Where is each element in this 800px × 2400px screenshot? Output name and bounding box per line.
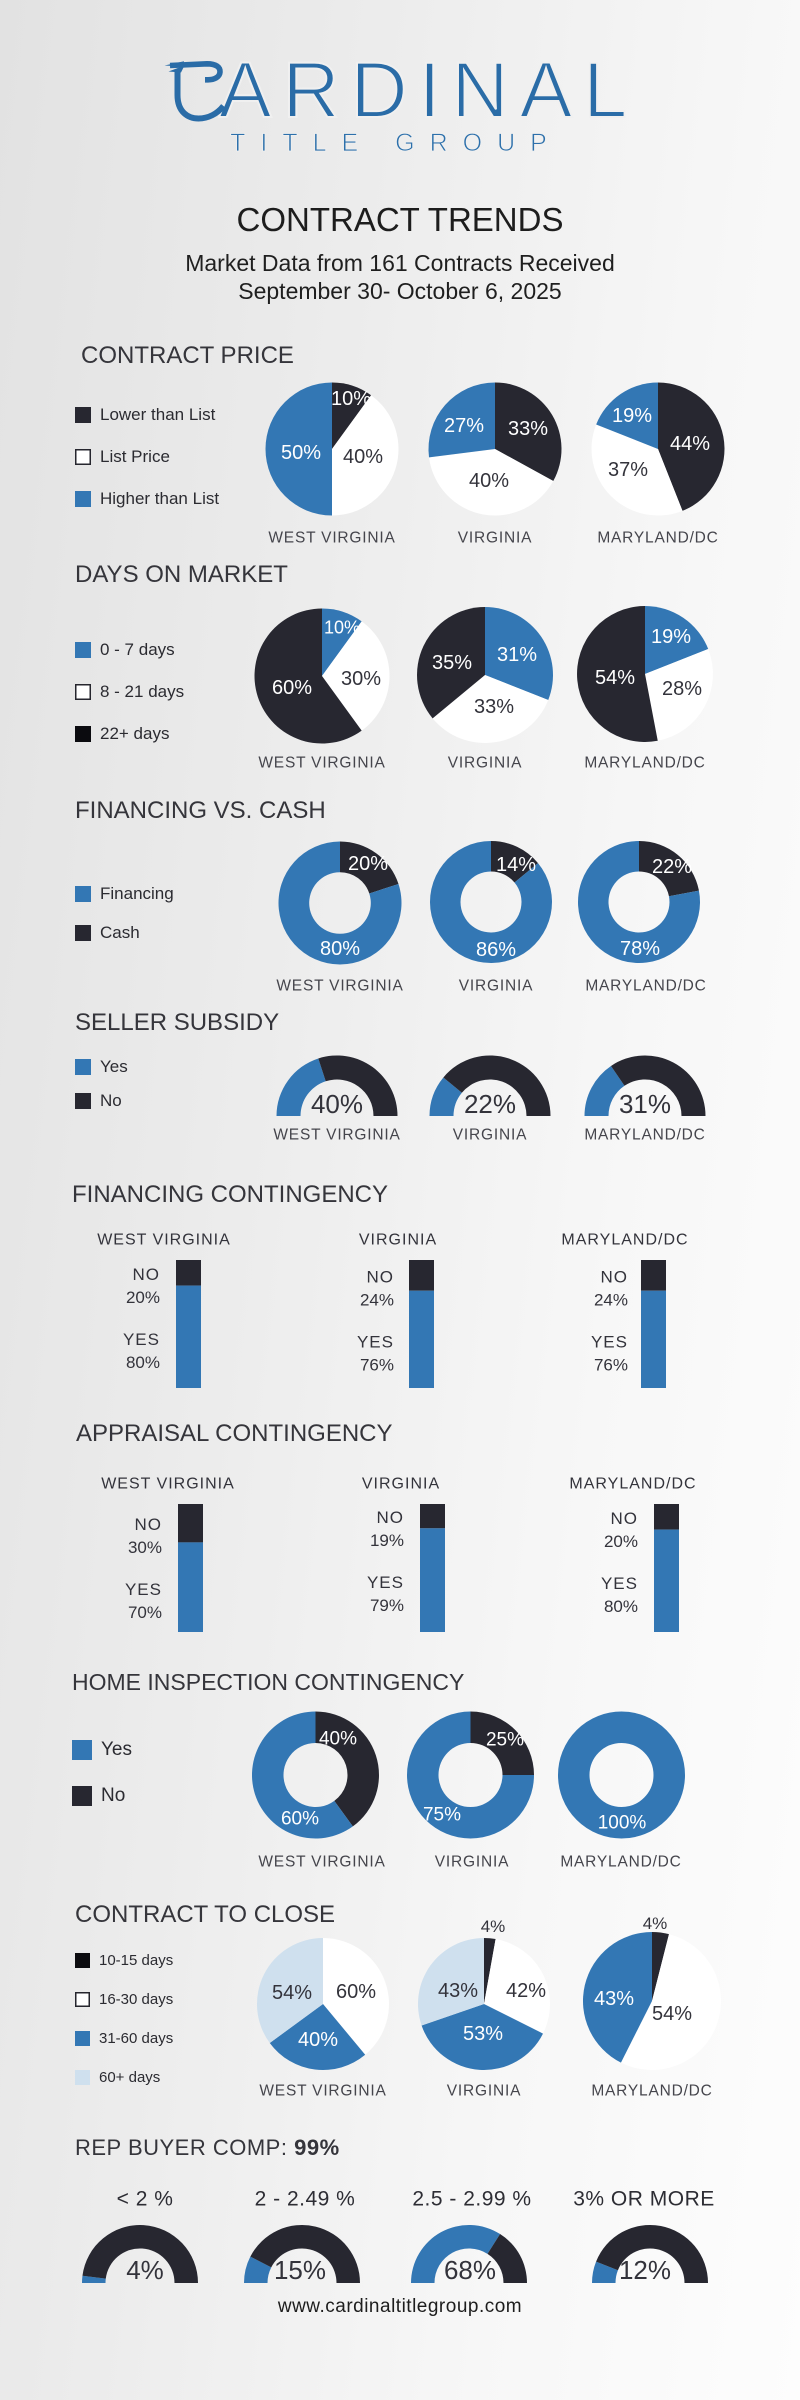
svg-text:NO: NO <box>377 1508 405 1527</box>
svg-text:40%: 40% <box>298 2029 338 2051</box>
svg-text:NO: NO <box>611 1509 639 1528</box>
svg-text:43%: 43% <box>438 1980 478 2002</box>
svg-text:27%: 27% <box>444 415 484 437</box>
svg-text:MARYLAND/DC: MARYLAND/DC <box>569 1476 696 1493</box>
svg-text:33%: 33% <box>474 696 514 718</box>
svg-text:10%: 10% <box>331 388 371 410</box>
svg-text:22%: 22% <box>464 1089 516 1119</box>
svg-text:70%: 70% <box>128 1603 162 1622</box>
svg-text:53%: 53% <box>463 2023 503 2045</box>
svg-text:VIRGINIA: VIRGINIA <box>459 977 533 994</box>
svg-text:60%: 60% <box>336 1981 376 2003</box>
svg-text:VIRGINIA: VIRGINIA <box>435 1853 509 1870</box>
svg-text:40%: 40% <box>311 1089 363 1119</box>
svg-text:44%: 44% <box>670 433 710 455</box>
svg-text:20%: 20% <box>604 1532 638 1551</box>
svg-text:3% OR MORE: 3% OR MORE <box>573 2187 715 2210</box>
svg-text:WEST VIRGINIA: WEST VIRGINIA <box>259 2082 386 2099</box>
svg-text:MARYLAND/DC: MARYLAND/DC <box>591 2082 712 2099</box>
svg-text:WEST VIRGINIA: WEST VIRGINIA <box>276 977 403 994</box>
svg-text:VIRGINIA: VIRGINIA <box>453 1126 527 1143</box>
svg-text:24%: 24% <box>360 1290 394 1309</box>
svg-text:68%: 68% <box>444 2255 496 2285</box>
svg-text:MARYLAND/DC: MARYLAND/DC <box>584 754 705 771</box>
svg-text:4%: 4% <box>643 1914 668 1933</box>
svg-text:YES: YES <box>591 1332 628 1351</box>
svg-text:MARYLAND/DC: MARYLAND/DC <box>560 1853 681 1870</box>
svg-text:33%: 33% <box>508 418 548 440</box>
svg-text:MARYLAND/DC: MARYLAND/DC <box>585 977 706 994</box>
svg-text:WEST VIRGINIA: WEST VIRGINIA <box>97 1232 231 1249</box>
svg-text:50%: 50% <box>281 442 321 464</box>
svg-text:WEST VIRGINIA: WEST VIRGINIA <box>258 754 385 771</box>
svg-text:37%: 37% <box>608 459 648 481</box>
svg-text:VIRGINIA: VIRGINIA <box>448 754 522 771</box>
svg-text:NO: NO <box>601 1267 629 1286</box>
svg-text:12%: 12% <box>619 2255 671 2285</box>
svg-text:40%: 40% <box>343 446 383 468</box>
svg-text:15%: 15% <box>274 2255 326 2285</box>
svg-text:19%: 19% <box>651 626 691 648</box>
svg-text:60%: 60% <box>272 677 312 699</box>
svg-text:31%: 31% <box>619 1089 671 1119</box>
svg-text:MARYLAND/DC: MARYLAND/DC <box>597 529 718 546</box>
svg-text:VIRGINIA: VIRGINIA <box>362 1476 440 1493</box>
svg-text:78%: 78% <box>620 938 660 960</box>
svg-text:30%: 30% <box>128 1538 162 1557</box>
svg-text:80%: 80% <box>126 1353 160 1372</box>
svg-text:30%: 30% <box>341 668 381 690</box>
svg-text:20%: 20% <box>348 853 388 875</box>
svg-text:NO: NO <box>367 1267 395 1286</box>
svg-text:100%: 100% <box>598 1813 647 1834</box>
svg-text:4%: 4% <box>126 2255 164 2285</box>
svg-text:< 2 %: < 2 % <box>117 2187 174 2210</box>
svg-text:76%: 76% <box>594 1355 628 1374</box>
svg-text:76%: 76% <box>360 1355 394 1374</box>
svg-text:NO: NO <box>133 1265 161 1284</box>
svg-text:75%: 75% <box>423 1805 461 1826</box>
svg-text:2 - 2.49 %: 2 - 2.49 % <box>255 2187 356 2210</box>
svg-text:28%: 28% <box>662 678 702 700</box>
svg-text:WEST VIRGINIA: WEST VIRGINIA <box>258 1853 385 1870</box>
svg-text:NO: NO <box>135 1515 163 1534</box>
svg-text:40%: 40% <box>469 470 509 492</box>
svg-text:80%: 80% <box>320 938 360 960</box>
svg-text:25%: 25% <box>486 1730 524 1751</box>
svg-text:MARYLAND/DC: MARYLAND/DC <box>561 1232 688 1249</box>
svg-text:60%: 60% <box>281 1809 319 1830</box>
svg-text:14%: 14% <box>496 854 536 876</box>
svg-text:80%: 80% <box>604 1597 638 1616</box>
svg-text:YES: YES <box>125 1580 162 1599</box>
svg-text:42%: 42% <box>506 1980 546 2002</box>
svg-text:35%: 35% <box>432 652 472 674</box>
svg-text:4%: 4% <box>481 1917 506 1936</box>
svg-text:10%: 10% <box>324 617 360 637</box>
svg-text:31%: 31% <box>497 644 537 666</box>
svg-text:54%: 54% <box>595 667 635 689</box>
svg-text:WEST VIRGINIA: WEST VIRGINIA <box>273 1126 400 1143</box>
svg-text:24%: 24% <box>594 1290 628 1309</box>
svg-text:19%: 19% <box>612 405 652 427</box>
svg-text:20%: 20% <box>126 1288 160 1307</box>
svg-text:43%: 43% <box>594 1988 634 2010</box>
svg-text:86%: 86% <box>476 939 516 961</box>
svg-text:YES: YES <box>601 1574 638 1593</box>
svg-text:19%: 19% <box>370 1531 404 1550</box>
svg-text:MARYLAND/DC: MARYLAND/DC <box>584 1126 705 1143</box>
svg-text:YES: YES <box>357 1332 394 1351</box>
svg-text:22%: 22% <box>652 856 692 878</box>
svg-text:79%: 79% <box>370 1596 404 1615</box>
svg-text:WEST VIRGINIA: WEST VIRGINIA <box>268 529 395 546</box>
svg-text:54%: 54% <box>652 2003 692 2025</box>
svg-text:YES: YES <box>367 1573 404 1592</box>
svg-text:VIRGINIA: VIRGINIA <box>458 529 532 546</box>
svg-text:VIRGINIA: VIRGINIA <box>447 2082 521 2099</box>
svg-text:54%: 54% <box>272 1982 312 2004</box>
svg-text:YES: YES <box>123 1330 160 1349</box>
svg-text:40%: 40% <box>319 1729 357 1750</box>
svg-text:2.5 - 2.99 %: 2.5 - 2.99 % <box>412 2187 531 2210</box>
svg-text:WEST VIRGINIA: WEST VIRGINIA <box>101 1476 235 1493</box>
svg-text:VIRGINIA: VIRGINIA <box>359 1232 437 1249</box>
